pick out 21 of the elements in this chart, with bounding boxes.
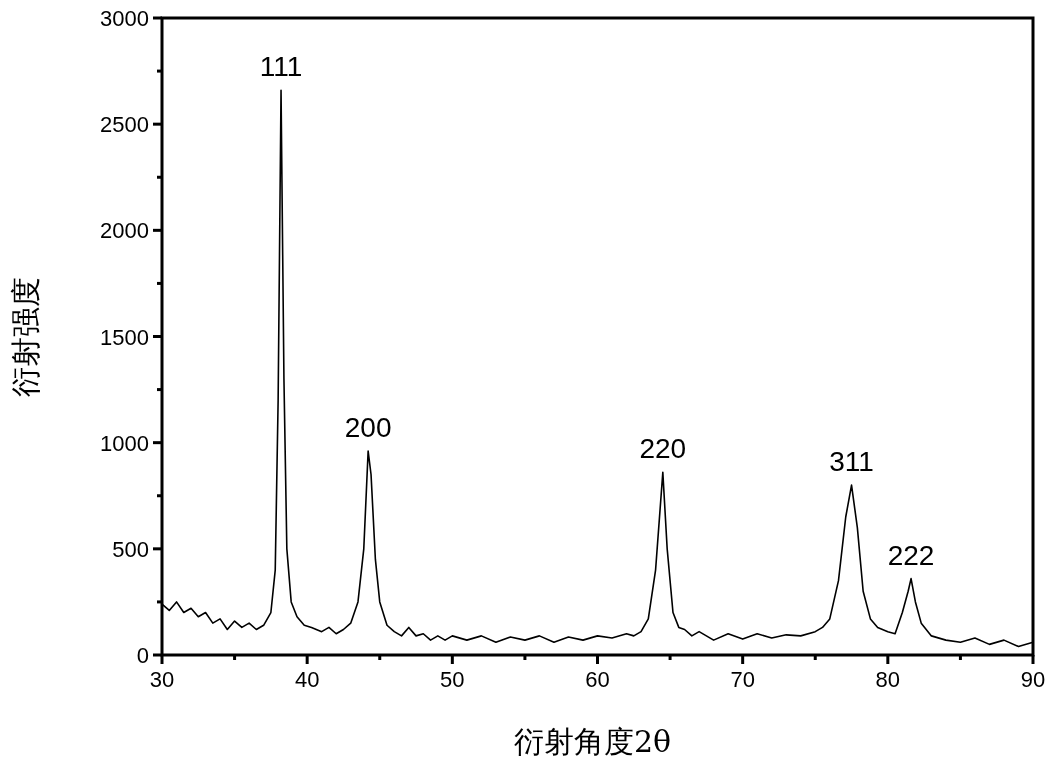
annotation: 220 xyxy=(639,433,687,465)
x-tick-label: 30 xyxy=(149,667,175,692)
x-tick-label: 60 xyxy=(585,667,610,692)
y-tick-label: 2500 xyxy=(100,112,149,138)
y-tick-label: 500 xyxy=(112,536,149,562)
x-tick-label: 40 xyxy=(294,667,320,692)
y-tick-label: 0 xyxy=(136,643,149,668)
y-tick-label: 2000 xyxy=(100,218,149,244)
x-tick-label: 90 xyxy=(1020,667,1046,692)
annotation: 222 xyxy=(887,539,935,571)
y-tick-label: 3000 xyxy=(100,6,149,31)
y-axis-title: 衍射强度 xyxy=(8,276,43,397)
x-tick-label: 70 xyxy=(730,667,755,692)
annotation: 200 xyxy=(344,412,392,444)
annotation: 311 xyxy=(829,446,874,478)
y-tick-label: 1500 xyxy=(100,324,149,350)
x-tick-label: 50 xyxy=(440,667,465,692)
x-tick-label: 80 xyxy=(875,667,901,692)
y-tick-label: 1000 xyxy=(100,430,149,456)
annotation: 111 xyxy=(259,51,303,83)
x-axis-title: 衍射角度2θ xyxy=(513,724,672,759)
